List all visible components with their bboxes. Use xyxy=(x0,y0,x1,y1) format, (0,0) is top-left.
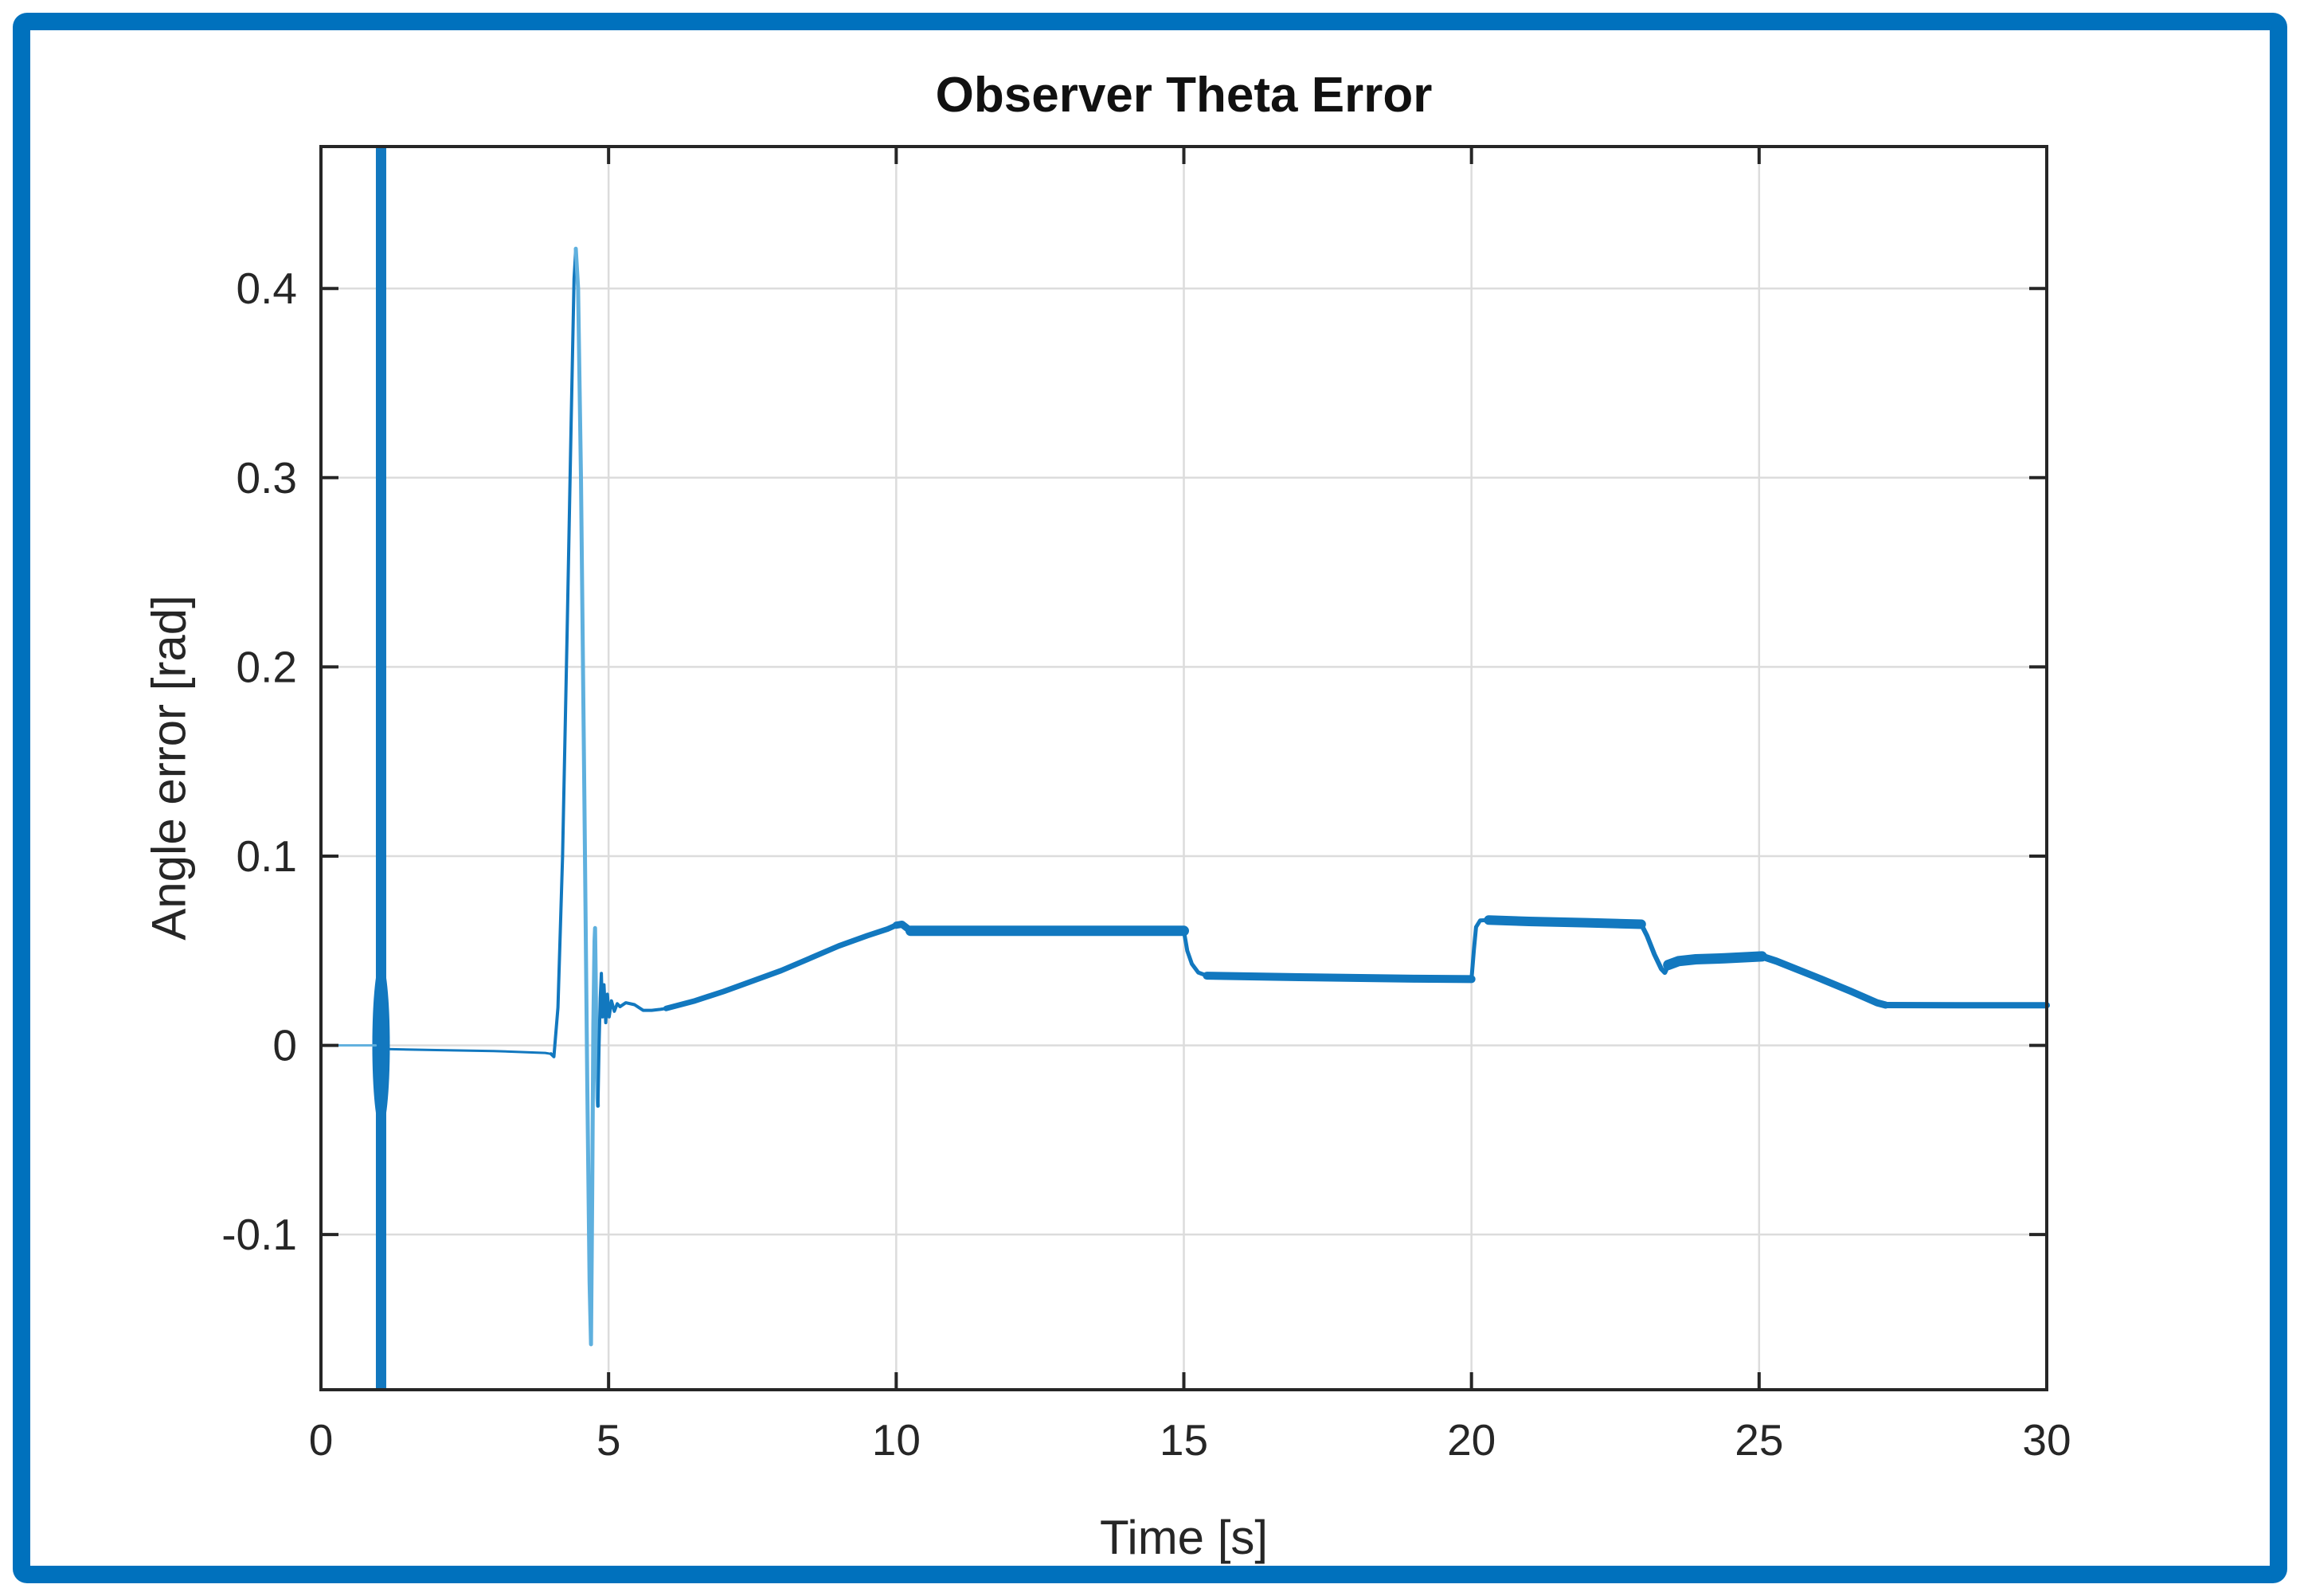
series-segment xyxy=(573,246,600,1347)
x-tick-label: 15 xyxy=(1160,1415,1208,1465)
x-tick-label: 0 xyxy=(309,1415,334,1465)
series-segment xyxy=(385,1047,553,1055)
y-tick-label: 0.3 xyxy=(237,453,297,503)
y-tick-label: 0 xyxy=(272,1021,297,1070)
impulse-spike-bulge xyxy=(372,961,390,1129)
y-tick-label: 0.4 xyxy=(237,264,297,313)
x-tick-label: 30 xyxy=(2022,1415,2071,1465)
chart-title: Observer Theta Error xyxy=(935,68,1433,123)
y-tick-label: 0.2 xyxy=(237,642,297,691)
y-axis-label: Angle error [rad] xyxy=(142,595,196,941)
series-segment xyxy=(663,922,899,1011)
series-segment xyxy=(1638,921,1671,976)
series-segment xyxy=(1203,972,1476,984)
series-segment xyxy=(618,1001,668,1012)
series-segment xyxy=(1469,917,1491,981)
series-segment xyxy=(596,972,622,1108)
series-segment xyxy=(1182,929,1209,978)
x-tick-label: 25 xyxy=(1735,1415,1783,1465)
x-axis-label: Time [s] xyxy=(1099,1511,1269,1564)
y-tick-label: 0.1 xyxy=(237,831,297,881)
series-segment xyxy=(549,247,577,1058)
series-segment xyxy=(1484,915,1646,929)
x-tick-label: 10 xyxy=(872,1415,921,1465)
x-tick-label: 20 xyxy=(1447,1415,1496,1465)
impulse-spike xyxy=(375,147,386,1390)
series-segment xyxy=(1663,951,1767,971)
y-tick-label: -0.1 xyxy=(221,1210,297,1259)
x-tick-label: 5 xyxy=(597,1415,621,1465)
series-segment xyxy=(1758,953,1890,1009)
